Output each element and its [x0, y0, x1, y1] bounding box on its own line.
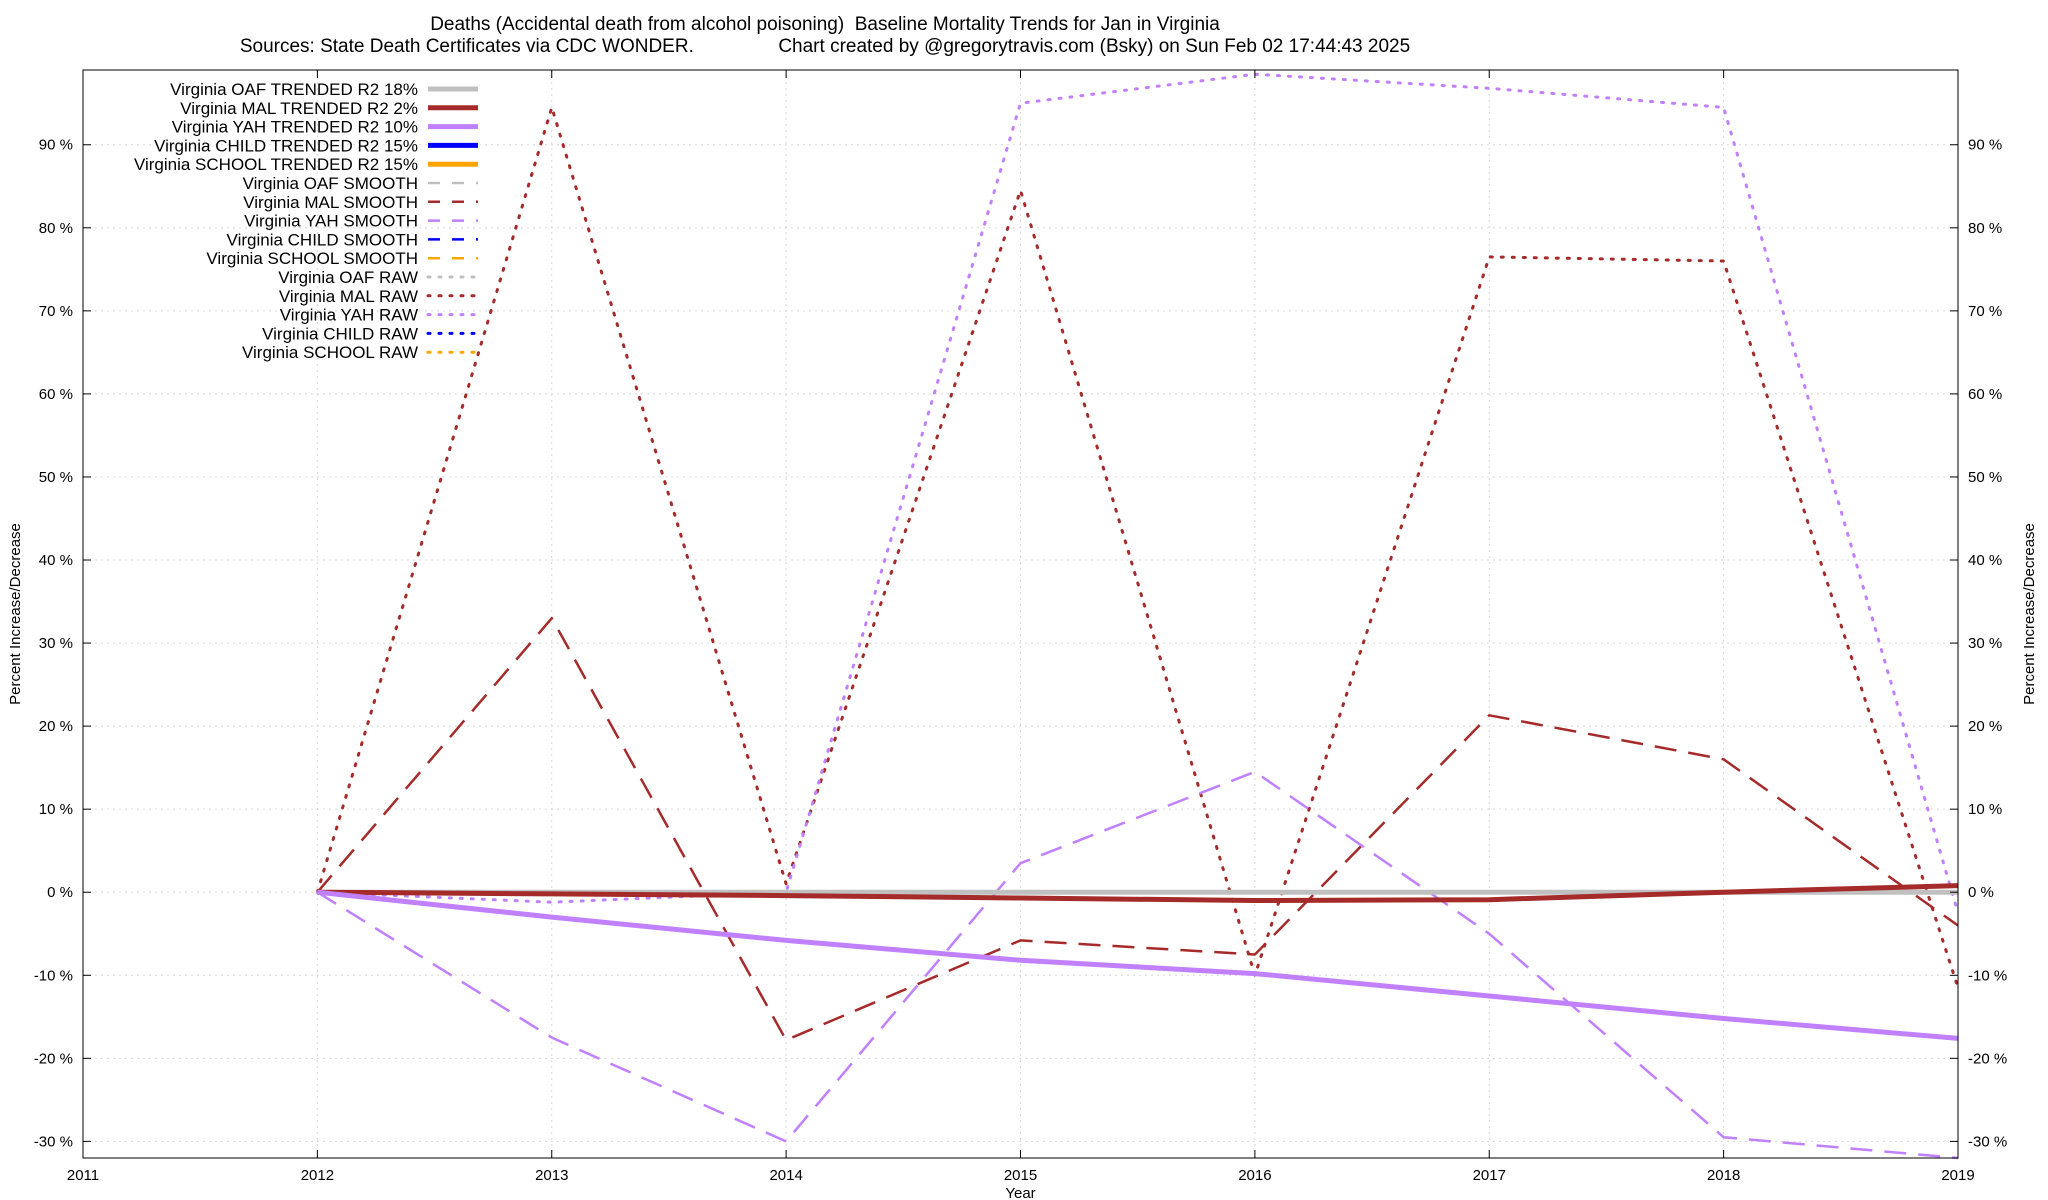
legend-label: Virginia SCHOOL SMOOTH [206, 249, 418, 268]
x-tick-label: 2011 [67, 1167, 99, 1184]
y-tick-label-right: 30 % [1968, 635, 2002, 652]
axis-ticks: 2011 2012 2013 2014 2015 2016 2017 2018 2019 -30 … [34, 70, 2007, 1184]
y-tick-label-left: 90 % [39, 137, 73, 154]
y-tick-label-right: 10 % [1968, 801, 2002, 818]
y-tick-label-right: 80 % [1968, 220, 2002, 237]
legend-label: Virginia MAL TRENDED R2 2% [180, 99, 418, 118]
y-tick-label-right: -20 % [1968, 1050, 2007, 1067]
series-line-virginia-yah-trended-r2-10 [317, 889, 1959, 1041]
y-tick-label-left: -30 % [34, 1133, 73, 1150]
y-axis-label-left: Percent Increase/Decrease [7, 523, 24, 705]
series-line-virginia-yah-raw [315, 72, 1960, 915]
legend-label: Virginia OAF TRENDED R2 18% [170, 80, 418, 99]
x-tick-label: 2014 [769, 1167, 802, 1184]
chart-subtitle-credit: Chart created by @gregorytravis.com (Bsk… [778, 36, 1411, 57]
legend-label: Virginia YAH RAW [280, 306, 418, 325]
legend-label: Virginia CHILD SMOOTH [227, 230, 418, 249]
legend-label: Virginia YAH SMOOTH [244, 212, 418, 231]
y-axis-label-right: Percent Increase/Decrease [2021, 523, 2038, 705]
series-line-virginia-mal-smooth [316, 616, 1959, 1042]
x-axis-label: Year [1005, 1185, 1035, 1200]
x-tick-label: 2015 [1004, 1167, 1037, 1184]
y-tick-label-left: 20 % [39, 718, 73, 735]
y-tick-label-right: 90 % [1968, 137, 2002, 154]
y-tick-label-right: 40 % [1968, 552, 2002, 569]
y-tick-label-left: 60 % [39, 386, 73, 403]
x-tick-label: 2012 [301, 1167, 334, 1184]
legend-label: Virginia SCHOOL TRENDED R2 15% [134, 155, 418, 174]
y-tick-label-left: 10 % [39, 801, 73, 818]
series-layer [315, 72, 1960, 1160]
legend-label: Virginia YAH TRENDED R2 10% [172, 118, 418, 137]
y-tick-label-right: 50 % [1968, 469, 2002, 486]
chart-subtitle: Sources: State Death Certificates via CD… [0, 36, 1650, 58]
legend-label: Virginia OAF RAW [278, 268, 418, 287]
y-tick-label-left: 70 % [39, 303, 73, 320]
y-tick-label-right: 0 % [1968, 884, 1994, 901]
x-tick-label: 2017 [1473, 1167, 1506, 1184]
y-tick-label-left: 80 % [39, 220, 73, 237]
legend-label: Virginia MAL RAW [279, 287, 418, 306]
legend: Virginia OAF TRENDED R2 18%Virginia MAL … [134, 80, 480, 362]
chart-subtitle-sources: Sources: State Death Certificates via CD… [239, 36, 694, 57]
y-tick-label-right: -10 % [1968, 967, 2007, 984]
y-tick-label-left: 50 % [39, 469, 73, 486]
y-tick-label-right: 60 % [1968, 386, 2002, 403]
y-tick-label-right: 20 % [1968, 718, 2002, 735]
y-tick-label-right: -30 % [1968, 1133, 2007, 1150]
legend-label: Virginia MAL SMOOTH [243, 193, 418, 212]
legend-label: Virginia CHILD TRENDED R2 15% [154, 136, 418, 155]
series-line-virginia-yah-smooth [316, 770, 1959, 1160]
x-tick-label: 2018 [1707, 1167, 1740, 1184]
y-tick-label-left: 30 % [39, 635, 73, 652]
x-tick-label: 2013 [535, 1167, 568, 1184]
y-tick-label-right: 70 % [1968, 303, 2002, 320]
legend-label: Virginia SCHOOL RAW [242, 343, 418, 362]
series-line-virginia-mal-trended-r2-2 [317, 883, 1959, 903]
y-tick-label-left: 0 % [47, 884, 73, 901]
chart-title-block: Deaths (Accidental death from alcohol po… [0, 14, 1650, 58]
y-tick-label-left: -10 % [34, 967, 73, 984]
y-tick-label-left: -20 % [34, 1050, 73, 1067]
series-line-virginia-mal-raw [315, 105, 1960, 990]
x-tick-label: 2019 [1941, 1167, 1974, 1184]
legend-label: Virginia OAF SMOOTH [243, 174, 418, 193]
chart-title: Deaths (Accidental death from alcohol po… [430, 14, 1220, 35]
legend-label: Virginia CHILD RAW [262, 324, 418, 343]
x-tick-label: 2016 [1238, 1167, 1271, 1184]
y-tick-label-left: 40 % [39, 552, 73, 569]
